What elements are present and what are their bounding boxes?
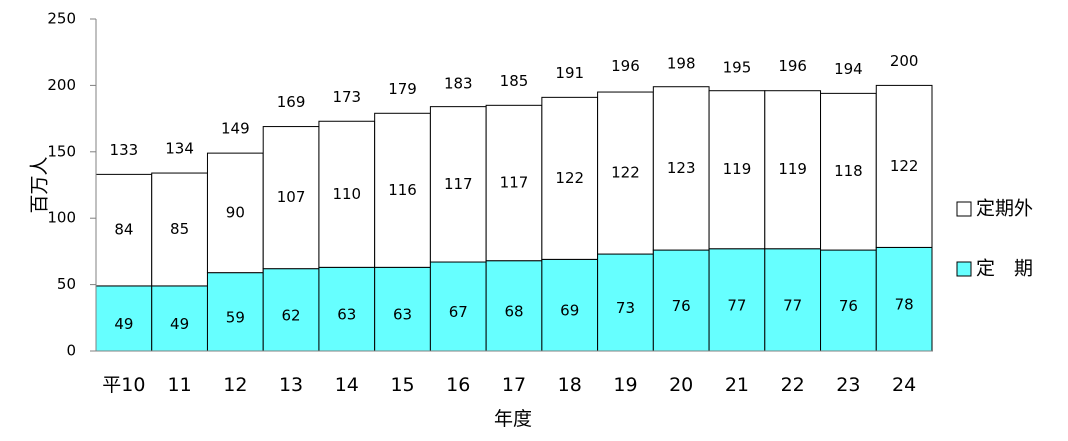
bars [95, 84, 933, 352]
data-label-teikigai: 123 [667, 159, 696, 177]
data-label-total: 196 [778, 57, 807, 75]
legend-swatch-teiki [956, 261, 972, 277]
legend-swatch-teikigai [956, 201, 972, 217]
data-label-teiki: 63 [393, 306, 412, 324]
legend-label-teiki: 定 期 [976, 258, 1033, 280]
data-label-teiki: 76 [839, 297, 858, 315]
data-label-teikigai: 119 [723, 160, 752, 178]
bar-teikigai [429, 106, 487, 263]
data-label-teikigai: 119 [778, 160, 807, 178]
bar-teikigai [318, 120, 376, 268]
axes: 平10 11 12 13 14 15 16 17 18 19 20 21 22 23 24 0 50 100 150… [47, 10, 932, 396]
bar-teikigai [820, 92, 877, 251]
x-tick-label: 15 [390, 374, 414, 396]
bar-teikigai [151, 172, 208, 287]
x-tick-label: 11 [168, 374, 192, 396]
bar-teikigai [95, 173, 153, 287]
data-label-teikigai: 122 [555, 169, 584, 187]
x-tick-label: 12 [223, 374, 247, 396]
bar-teikigai [485, 104, 543, 262]
x-tick-label: 18 [558, 374, 582, 396]
data-label-total: 173 [332, 88, 361, 106]
data-label-teikigai: 118 [834, 162, 863, 180]
data-label-teiki: 49 [170, 315, 189, 333]
bar-teiki [95, 285, 153, 352]
y-axis-title: 百万人 [29, 156, 51, 213]
data-label-total: 195 [723, 59, 752, 77]
data-label-teikigai: 122 [890, 157, 919, 175]
data-label-teiki: 76 [672, 297, 691, 315]
data-label-total: 198 [667, 55, 696, 73]
data-label-teikigai: 117 [500, 174, 529, 192]
x-tick-label: 17 [502, 374, 526, 396]
legend-label-teikigai: 定期外 [976, 198, 1033, 220]
x-tick-label: 16 [446, 374, 470, 396]
bar-teiki [764, 248, 822, 352]
data-label-teikigai: 85 [170, 220, 189, 238]
x-tick-label: 22 [781, 374, 805, 396]
data-label-total: 149 [221, 120, 250, 138]
data-label-teiki: 77 [783, 296, 802, 314]
x-tick-label: 19 [613, 374, 637, 396]
data-label-teikigai: 90 [226, 203, 245, 221]
bar-teiki [652, 249, 710, 352]
bar-teikigai [597, 91, 654, 255]
x-tick-label: 24 [892, 374, 916, 396]
x-tick-label: 20 [669, 374, 693, 396]
y-tick-label: 0 [66, 342, 76, 360]
bar-teiki [875, 246, 933, 352]
data-label-teikigai: 122 [611, 164, 640, 182]
x-tick-label: 13 [279, 374, 303, 396]
y-tick-label: 150 [47, 142, 76, 160]
bar-teiki [541, 258, 599, 352]
data-label-teiki: 67 [449, 303, 468, 321]
bar-teikigai [875, 84, 933, 248]
data-label-teiki: 49 [114, 315, 133, 333]
data-label-teikigai: 116 [388, 181, 417, 199]
data-label-total: 191 [555, 64, 584, 82]
bar-teiki [820, 249, 877, 352]
y-tick-label: 50 [57, 275, 76, 293]
data-label-total: 133 [110, 141, 139, 159]
bar-teikigai [374, 112, 431, 268]
x-axis-title: 年度 [494, 408, 532, 430]
data-labels: 49 84 133 49 85 134 59 90 149 62 107 169 63 110 173 63 1… [110, 52, 919, 333]
data-label-total: 200 [890, 52, 919, 70]
data-label-teikigai: 84 [114, 221, 133, 239]
y-tick-label: 250 [47, 10, 76, 28]
bar-teiki [708, 248, 766, 352]
data-label-teiki: 69 [560, 302, 579, 320]
data-label-teiki: 78 [895, 296, 914, 314]
y-tick-label: 100 [47, 209, 76, 227]
bar-teikigai [652, 86, 710, 251]
data-label-teikigai: 110 [332, 185, 361, 203]
data-label-total: 196 [611, 57, 640, 75]
x-tick-label: 23 [836, 374, 860, 396]
x-tick-label: 21 [725, 374, 749, 396]
y-tick-label: 200 [47, 76, 76, 94]
data-label-teiki: 59 [226, 308, 245, 326]
data-label-total: 179 [388, 80, 417, 98]
data-label-total: 169 [277, 93, 306, 111]
data-label-teiki: 62 [282, 306, 301, 324]
data-label-total: 185 [500, 72, 529, 90]
data-label-teikigai: 107 [277, 188, 306, 206]
data-label-teikigai: 117 [444, 175, 473, 193]
data-label-teiki: 77 [727, 296, 746, 314]
data-label-total: 194 [834, 60, 863, 78]
bar-teikigai [541, 96, 599, 260]
data-label-total: 134 [165, 140, 194, 158]
data-label-teiki: 73 [616, 299, 635, 317]
bar-teiki [597, 253, 654, 352]
data-label-teiki: 63 [337, 306, 356, 324]
bar-teikigai [206, 152, 264, 274]
data-label-teiki: 68 [504, 302, 523, 320]
data-label-total: 183 [444, 74, 473, 92]
x-tick-label: 14 [335, 374, 359, 396]
bar-teikigai [262, 126, 320, 270]
x-tick-label: 平10 [102, 374, 145, 396]
